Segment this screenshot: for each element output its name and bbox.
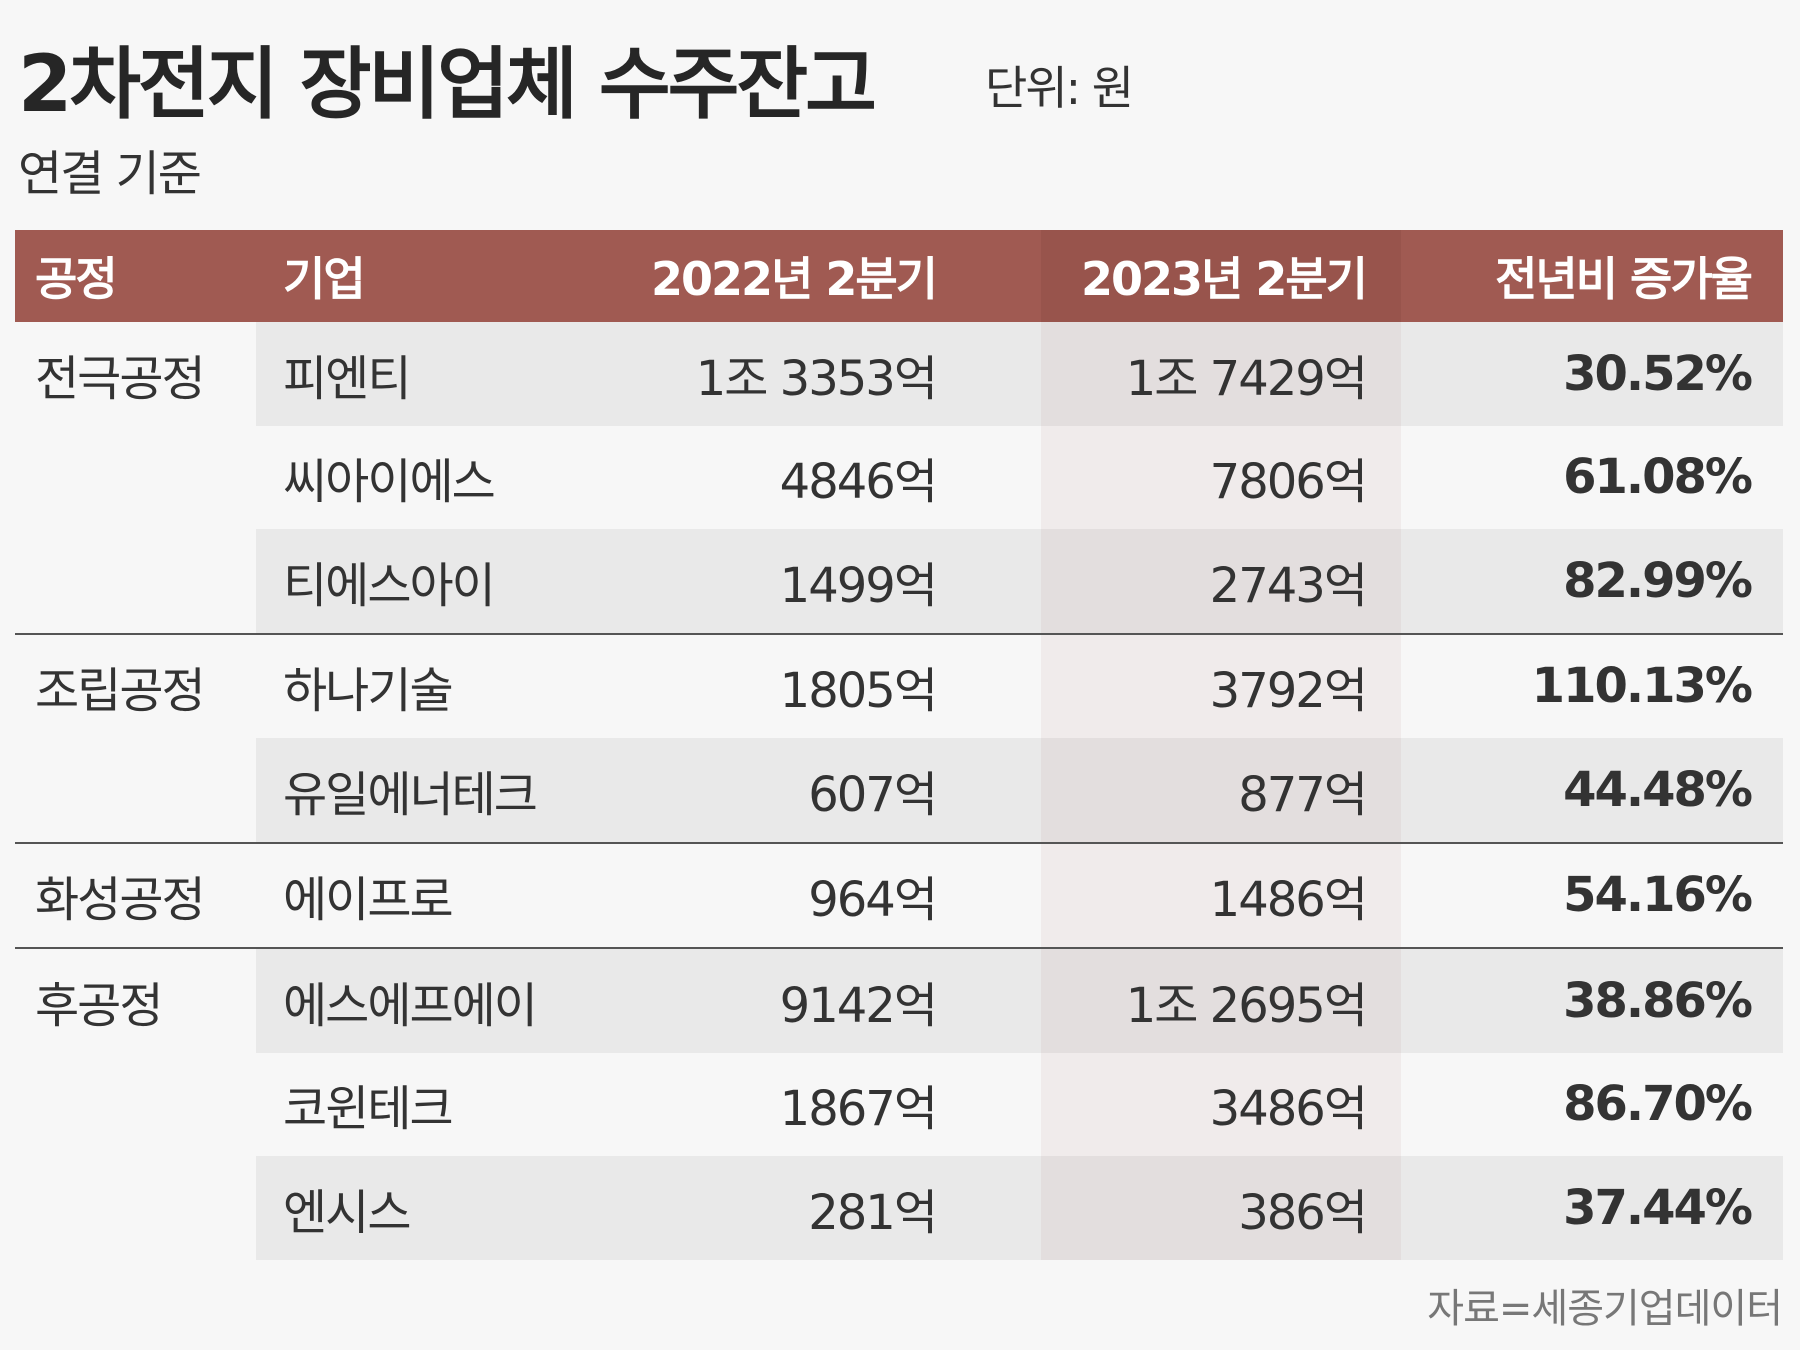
cell-company: 코윈테크 (283, 1081, 454, 1138)
cell-q2-2023: 7806억 (1209, 454, 1368, 511)
cell-q2-2022: 607억 (808, 766, 938, 823)
header-q2-2022: 2022년 2분기 (650, 252, 938, 306)
table-row: 코윈테크 1867억 3486억 86.70% (15, 1052, 1783, 1156)
cell-growth: 110.13% (1531, 658, 1753, 715)
cell-growth: 86.70% (1563, 1076, 1753, 1133)
cell-growth: 82.99% (1563, 552, 1753, 609)
cell-growth: 54.16% (1563, 867, 1753, 924)
cell-q2-2023: 1486억 (1209, 872, 1368, 929)
cell-q2-2023: 386억 (1238, 1184, 1368, 1241)
cell-q2-2023: 3792억 (1209, 663, 1368, 720)
cell-q2-2023: 3486억 (1209, 1081, 1368, 1138)
unit-label: 단위: 원 (985, 61, 1134, 115)
cell-growth: 38.86% (1563, 972, 1753, 1029)
cell-company: 에스에프에이 (283, 977, 538, 1034)
cell-q2-2022: 4846억 (779, 454, 938, 511)
backlog-table: 공정 기업 2022년 2분기 2023년 2분기 전년비 증가율 전극공정 피엔… (15, 230, 1783, 1260)
cell-process: 조립공정 (35, 663, 206, 720)
cell-q2-2022: 1867억 (779, 1081, 938, 1138)
cell-company: 에이프로 (283, 872, 454, 929)
table-row: 엔시스 281억 386억 37.44% (15, 1156, 1783, 1260)
cell-q2-2023: 2743억 (1209, 557, 1368, 614)
cell-q2-2022: 9142억 (779, 977, 938, 1034)
cell-company: 피엔티 (283, 350, 411, 407)
cell-company: 씨아이에스 (283, 454, 496, 511)
cell-growth: 30.52% (1563, 345, 1753, 402)
table-row: 유일에너테크 607억 877억 44.48% (15, 738, 1783, 842)
cell-growth: 37.44% (1563, 1179, 1753, 1236)
header-q2-2023: 2023년 2분기 (1080, 252, 1368, 306)
cell-q2-2022: 281억 (808, 1184, 938, 1241)
subtitle: 연결 기준 (18, 146, 202, 202)
cell-company: 엔시스 (283, 1184, 411, 1241)
table-row: 티에스아이 1499억 2743억 82.99% (15, 529, 1783, 633)
cell-growth: 44.48% (1563, 761, 1753, 818)
table-row: 화성공정 에이프로 964억 1486억 54.16% (15, 841, 1783, 947)
cell-q2-2023: 1조 7429억 (1125, 350, 1368, 407)
cell-company: 하나기술 (283, 663, 454, 720)
cell-process: 화성공정 (35, 872, 206, 929)
table-row: 후공정 에스에프에이 9142억 1조 2695억 38.86% (15, 947, 1783, 1053)
header-company: 기업 (283, 252, 366, 306)
cell-q2-2022: 1805억 (779, 663, 938, 720)
cell-q2-2022: 1499억 (779, 557, 938, 614)
cell-growth: 61.08% (1563, 449, 1753, 506)
cell-company: 티에스아이 (283, 557, 496, 614)
cell-q2-2022: 964억 (808, 872, 938, 929)
page-title: 2차전지 장비업체 수주잔고 (18, 40, 877, 130)
cell-process: 전극공정 (35, 350, 206, 407)
table-row: 씨아이에스 4846억 7806억 61.08% (15, 425, 1783, 529)
cell-q2-2023: 877억 (1238, 766, 1368, 823)
cell-company: 유일에너테크 (283, 766, 538, 823)
header-growth: 전년비 증가율 (1495, 252, 1753, 306)
table-header: 공정 기업 2022년 2분기 2023년 2분기 전년비 증가율 (15, 230, 1783, 322)
cell-q2-2023: 1조 2695억 (1125, 977, 1368, 1034)
header-process: 공정 (35, 252, 118, 306)
table-row: 조립공정 하나기술 1805억 3792억 110.13% (15, 632, 1783, 738)
cell-q2-2022: 1조 3353억 (695, 350, 938, 407)
source-note: 자료=세종기업데이터 (1427, 1286, 1783, 1332)
table-row: 전극공정 피엔티 1조 3353억 1조 7429억 30.52% (15, 322, 1783, 426)
cell-process: 후공정 (35, 977, 163, 1034)
